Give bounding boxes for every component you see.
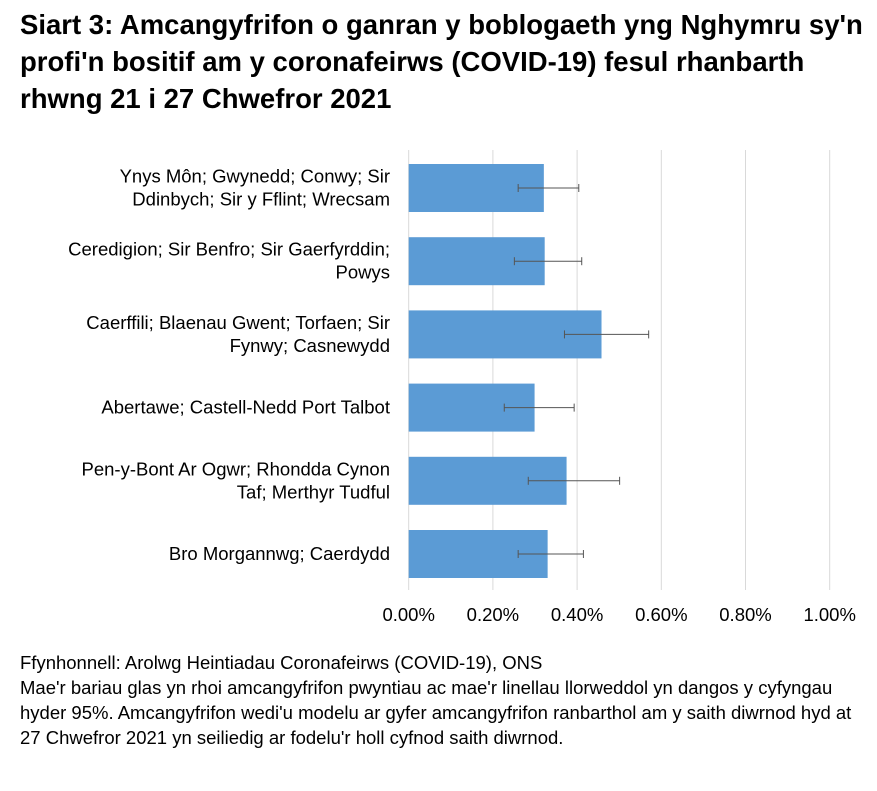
description-note: Mae'r bariau glas yn rhoi amcangyfrifon … (20, 677, 852, 748)
category-label: Abertawe; Castell-Nedd Port Talbot (101, 397, 390, 418)
bar-chart: 0.00% 0.20% 0.40% 0.60% 0.80% 1.00% Ynys Môn; … (68, 150, 856, 625)
category-label: Ceredigion; Sir Benfro; Sir Gaerfyrddin;… (68, 239, 390, 283)
category-label-line: Bro Morgannwg; Caerdydd (169, 543, 390, 564)
x-tick-label: 0.80% (719, 604, 771, 625)
x-tick-label: 1.00% (803, 604, 855, 625)
category-label-line: Ceredigion; Sir Benfro; Sir Gaerfyrddin; (68, 239, 390, 260)
x-tick-label: 0.00% (382, 604, 434, 625)
category-label: Bro Morgannwg; Caerdydd (169, 543, 390, 564)
category-label: Ynys Môn; Gwynedd; Conwy; Sir Ddinbych; S… (120, 166, 390, 210)
source-note: Ffynhonnell: Arolwg Heintiadau Coronafei… (20, 652, 543, 673)
chart-title: Siart 3: Amcangyfrifon o ganran y boblog… (20, 9, 863, 114)
category-label-line: Caerffili; Blaenau Gwent; Torfaen; Sir (86, 312, 390, 333)
category-label-line: Abertawe; Castell-Nedd Port Talbot (101, 397, 390, 418)
category-label-line: Powys (336, 262, 391, 283)
chart-notes: Ffynhonnell: Arolwg Heintiadau Coronafei… (20, 650, 870, 750)
category-label: Pen-y-Bont Ar Ogwr; Rhondda Cynon Taf; Me… (82, 458, 391, 502)
x-tick-label: 0.60% (635, 604, 687, 625)
category-label-line: Fynwy; Casnewydd (230, 335, 390, 356)
category-label-line: Ynys Môn; Gwynedd; Conwy; Sir (120, 166, 390, 187)
x-tick-label: 0.20% (467, 604, 519, 625)
category-label-line: Ddinbych; Sir y Fflint; Wrecsam (132, 189, 390, 210)
category-label-line: Taf; Merthyr Tudful (237, 481, 390, 502)
x-tick-label: 0.40% (551, 604, 603, 625)
category-label: Caerffili; Blaenau Gwent; Torfaen; Sir Fy… (86, 312, 390, 356)
category-label-line: Pen-y-Bont Ar Ogwr; Rhondda Cynon (82, 458, 391, 479)
